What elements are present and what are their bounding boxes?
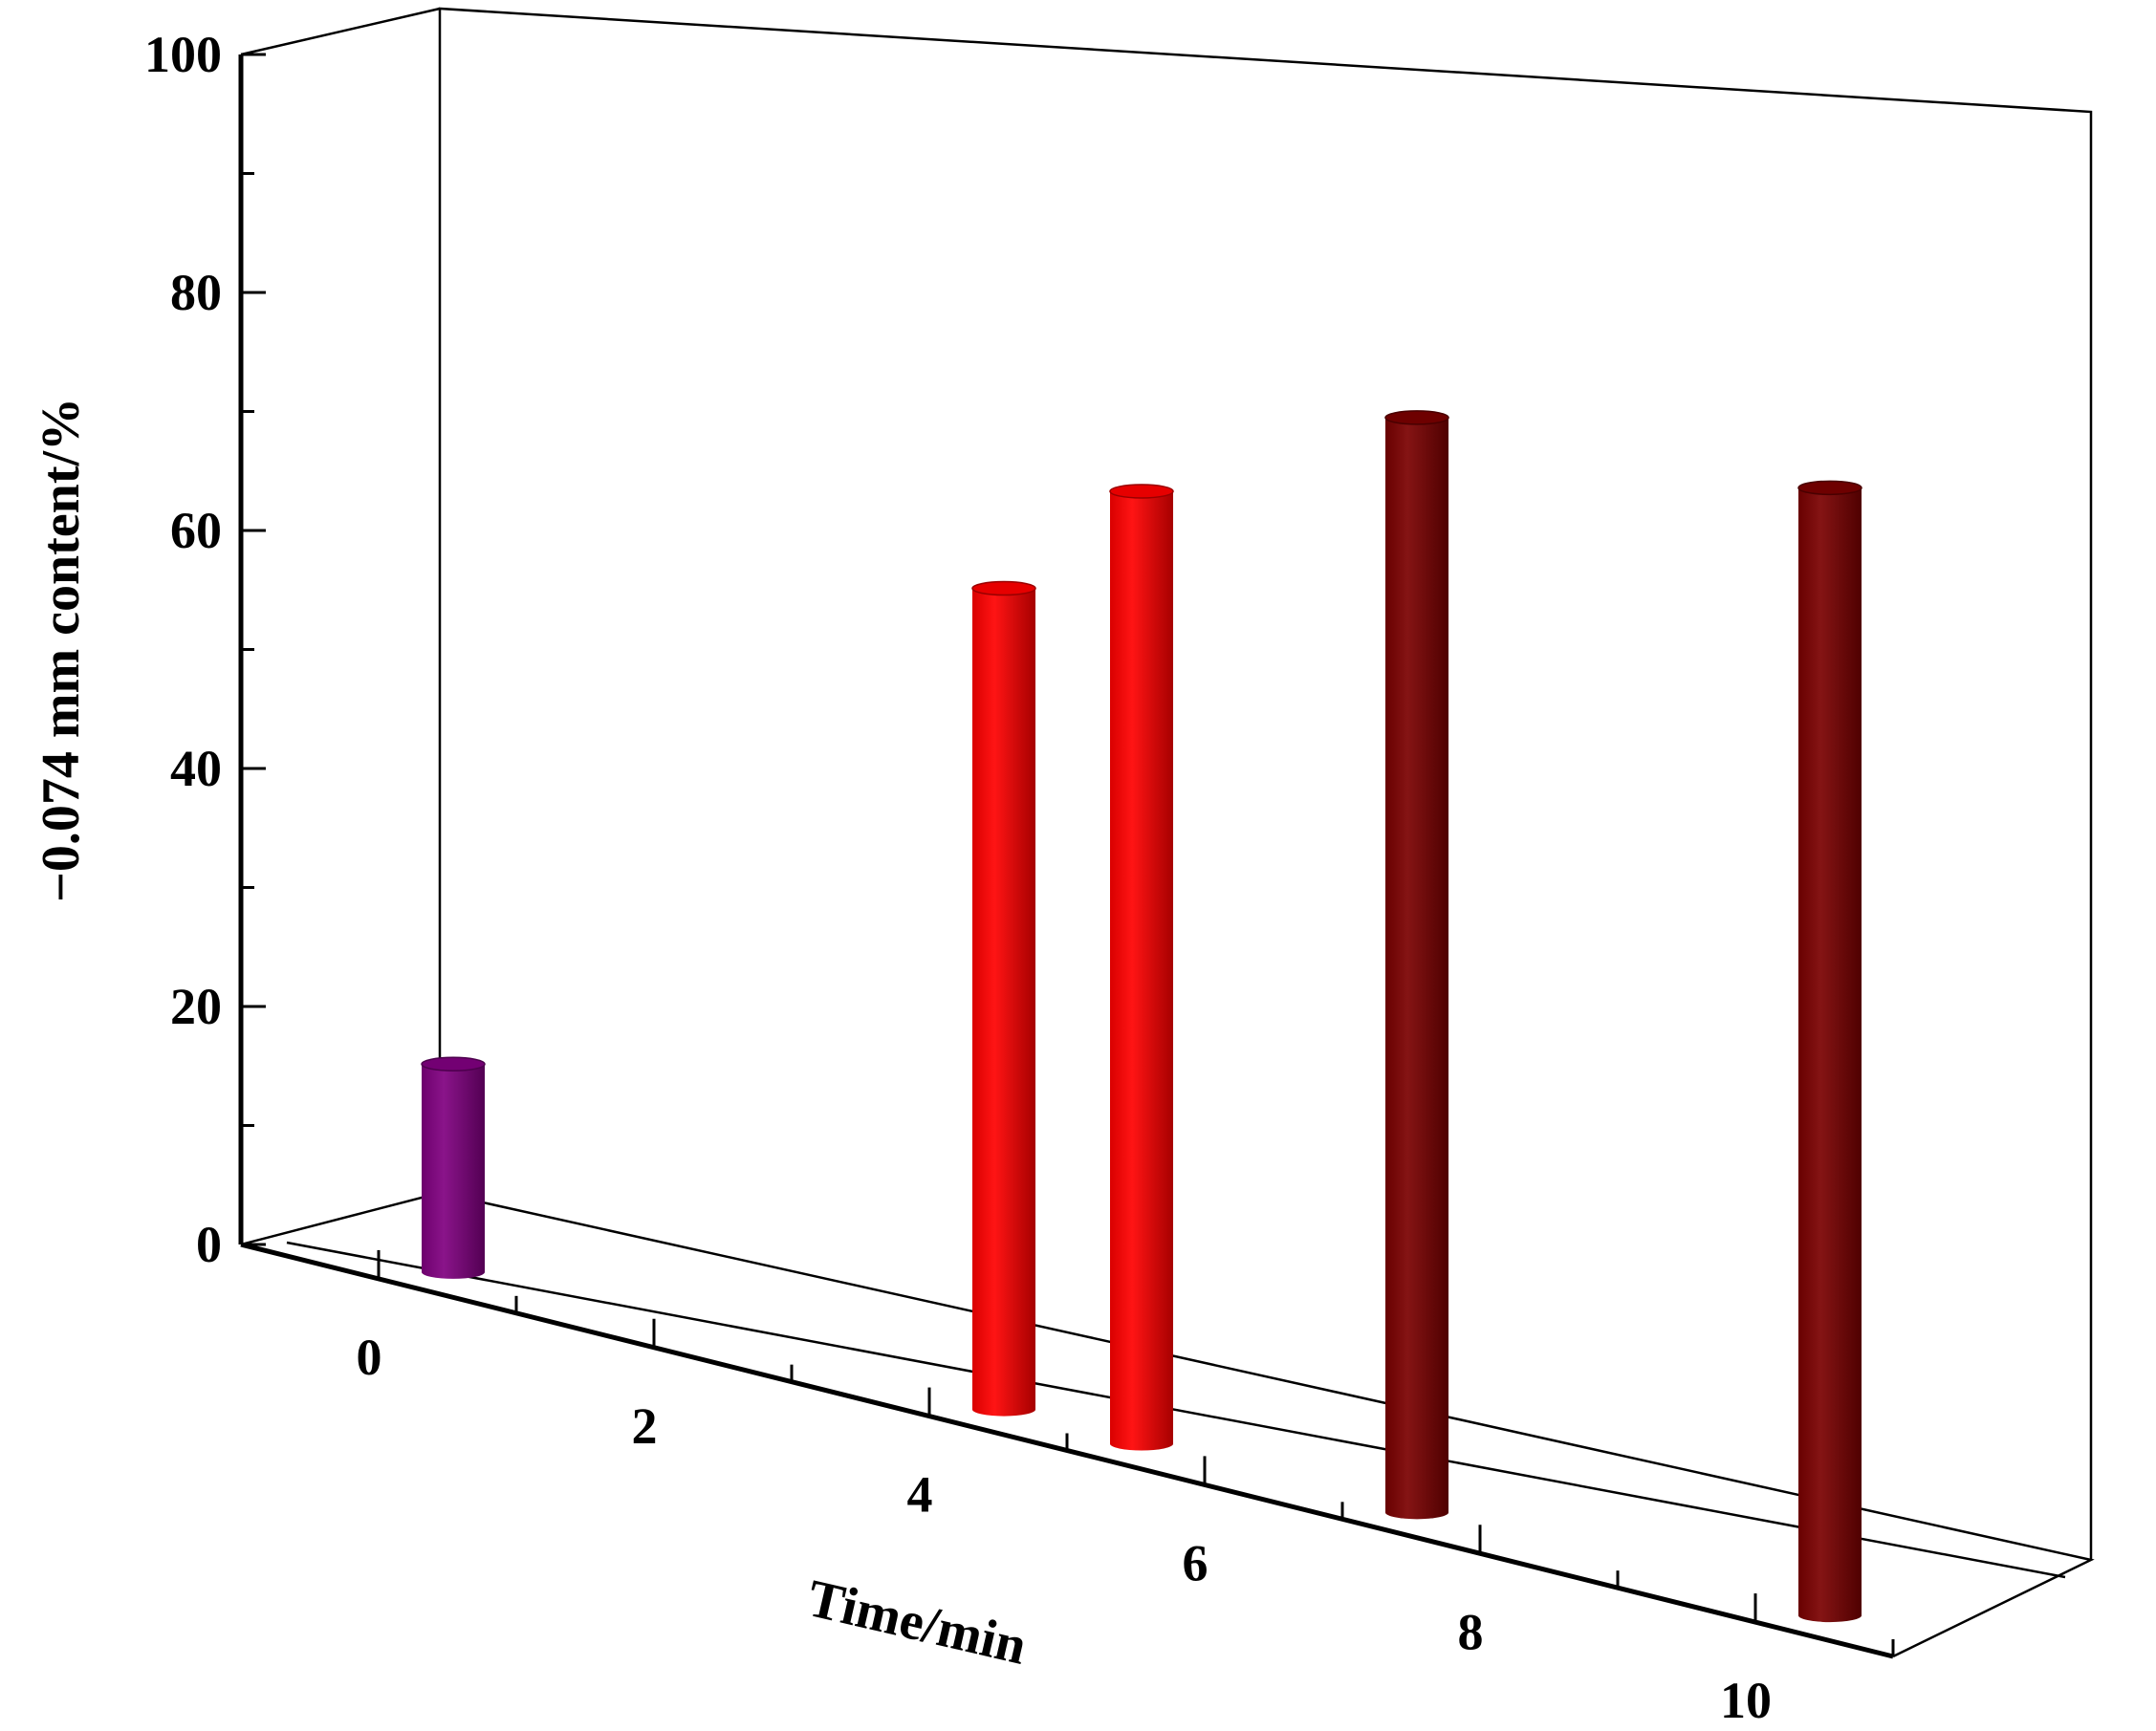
y-tick-label: 100 xyxy=(144,26,222,83)
bar xyxy=(421,1056,486,1279)
y-tick-label: 80 xyxy=(170,264,222,321)
bar xyxy=(1109,484,1174,1451)
x-tick-label: 0 xyxy=(357,1329,382,1386)
x-tick-label: 10 xyxy=(1720,1672,1772,1729)
x-tick-label: 2 xyxy=(632,1397,658,1455)
bar-body xyxy=(972,588,1035,1417)
frame-back-wall xyxy=(438,7,2093,1560)
bar-top xyxy=(421,1056,486,1072)
bar-body xyxy=(422,1064,485,1279)
bar-top xyxy=(1109,484,1174,499)
x-tick-label: 4 xyxy=(907,1466,933,1524)
y-tick-label: 20 xyxy=(170,978,222,1035)
bar xyxy=(971,580,1036,1417)
y-tick-label: 60 xyxy=(170,502,222,559)
frame-floor-back xyxy=(240,1191,2095,1658)
x-axis-title: Time/min xyxy=(802,1569,1032,1677)
y-axis-title: −0.074 mm content/% xyxy=(32,398,91,902)
bar-top xyxy=(971,580,1036,596)
x-tick-label: 6 xyxy=(1183,1534,1209,1591)
y-tick-label: 40 xyxy=(170,740,222,797)
x-tick-label: 8 xyxy=(1458,1603,1484,1660)
bar-body xyxy=(1385,417,1448,1520)
bar-body xyxy=(1798,487,1862,1623)
bar-body xyxy=(1110,491,1173,1451)
floor-line xyxy=(286,1241,2066,1579)
bars xyxy=(421,410,1862,1623)
frame-left-wall xyxy=(240,7,441,56)
y-tick-label: 0 xyxy=(196,1216,222,1273)
plot-frame xyxy=(240,7,2095,1658)
axes: 0 20 40 60 80 100 0 2 4 6 8 10 xyxy=(144,26,1895,1729)
bar-top xyxy=(1384,410,1449,425)
bar-top xyxy=(1797,480,1862,496)
bar xyxy=(1797,480,1862,1623)
labels: −0.074 mm content/% Time/min xyxy=(32,398,1032,1677)
bar xyxy=(1384,410,1449,1520)
